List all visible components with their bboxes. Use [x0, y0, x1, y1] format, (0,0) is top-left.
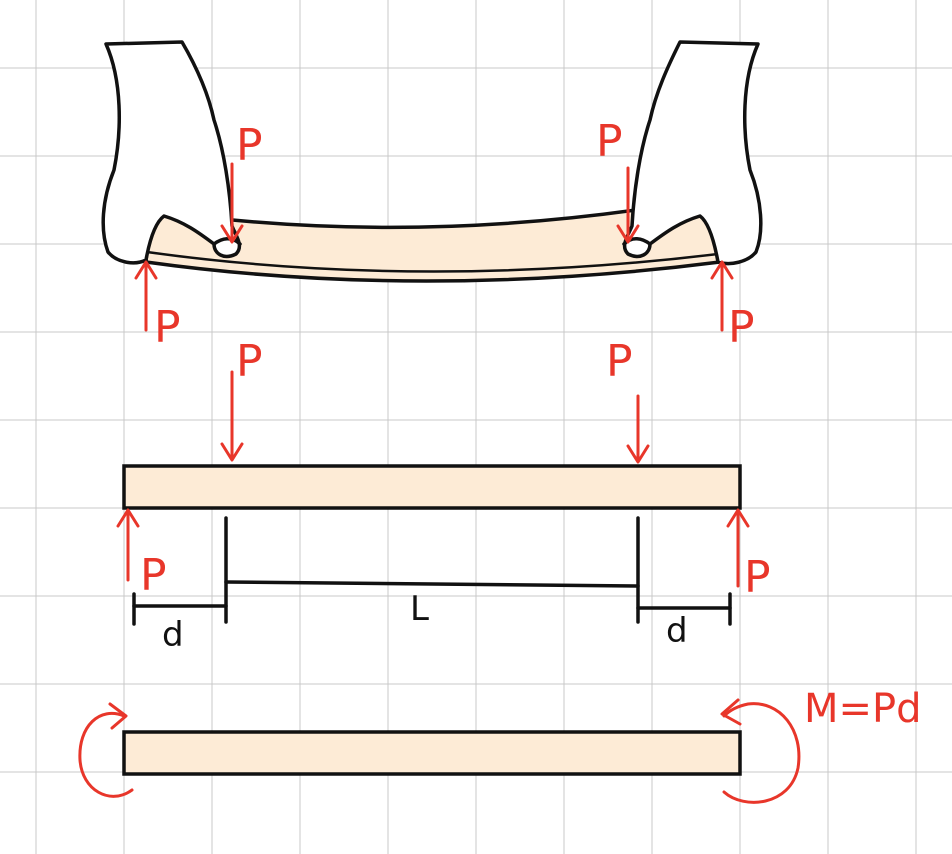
moment-arrow-left-icon [78, 702, 134, 798]
force-arrow-top-right-2 [626, 394, 650, 464]
label-moment: M=Pd [804, 686, 922, 732]
label-top-right: P [596, 116, 623, 167]
curved-beam-inner-line [145, 250, 720, 273]
force-arrow-bottom-left [134, 260, 158, 332]
force-arrow-top-right [616, 166, 640, 244]
force-arrow-bottom-left-2 [116, 508, 140, 582]
four-point-bending-panel: P P P P L d d [116, 336, 771, 655]
label-top-left-2: P [236, 336, 263, 387]
label-left-overhang: d [162, 615, 184, 655]
straight-beam [122, 464, 742, 510]
dimension-right-overhang [636, 592, 732, 626]
label-top-right-2: P [606, 336, 633, 387]
right-hand-icon [622, 40, 763, 266]
hands-bending-panel: P P P P [101, 40, 763, 353]
force-arrow-top-left-2 [220, 370, 244, 462]
left-hand-icon [101, 40, 242, 265]
left-thumb-icon [212, 237, 242, 246]
pure-moment-panel: M=Pd [78, 686, 922, 804]
dimension-span [224, 516, 640, 624]
dimension-left-overhang [132, 592, 228, 626]
label-bottom-right: P [728, 302, 755, 353]
moment-beam [122, 730, 742, 776]
force-arrow-bottom-right-2 [726, 508, 750, 588]
label-bottom-right-2: P [744, 552, 771, 603]
label-bottom-left-2: P [140, 550, 167, 601]
label-right-overhang: d [666, 611, 688, 651]
force-arrow-top-left [220, 162, 244, 244]
force-arrow-bottom-right [710, 260, 734, 332]
moment-arrow-right-icon [720, 698, 801, 804]
label-bottom-left: P [154, 302, 181, 353]
label-top-left: P [236, 120, 263, 171]
right-thumb-icon [622, 237, 652, 246]
label-span: L [410, 589, 429, 629]
